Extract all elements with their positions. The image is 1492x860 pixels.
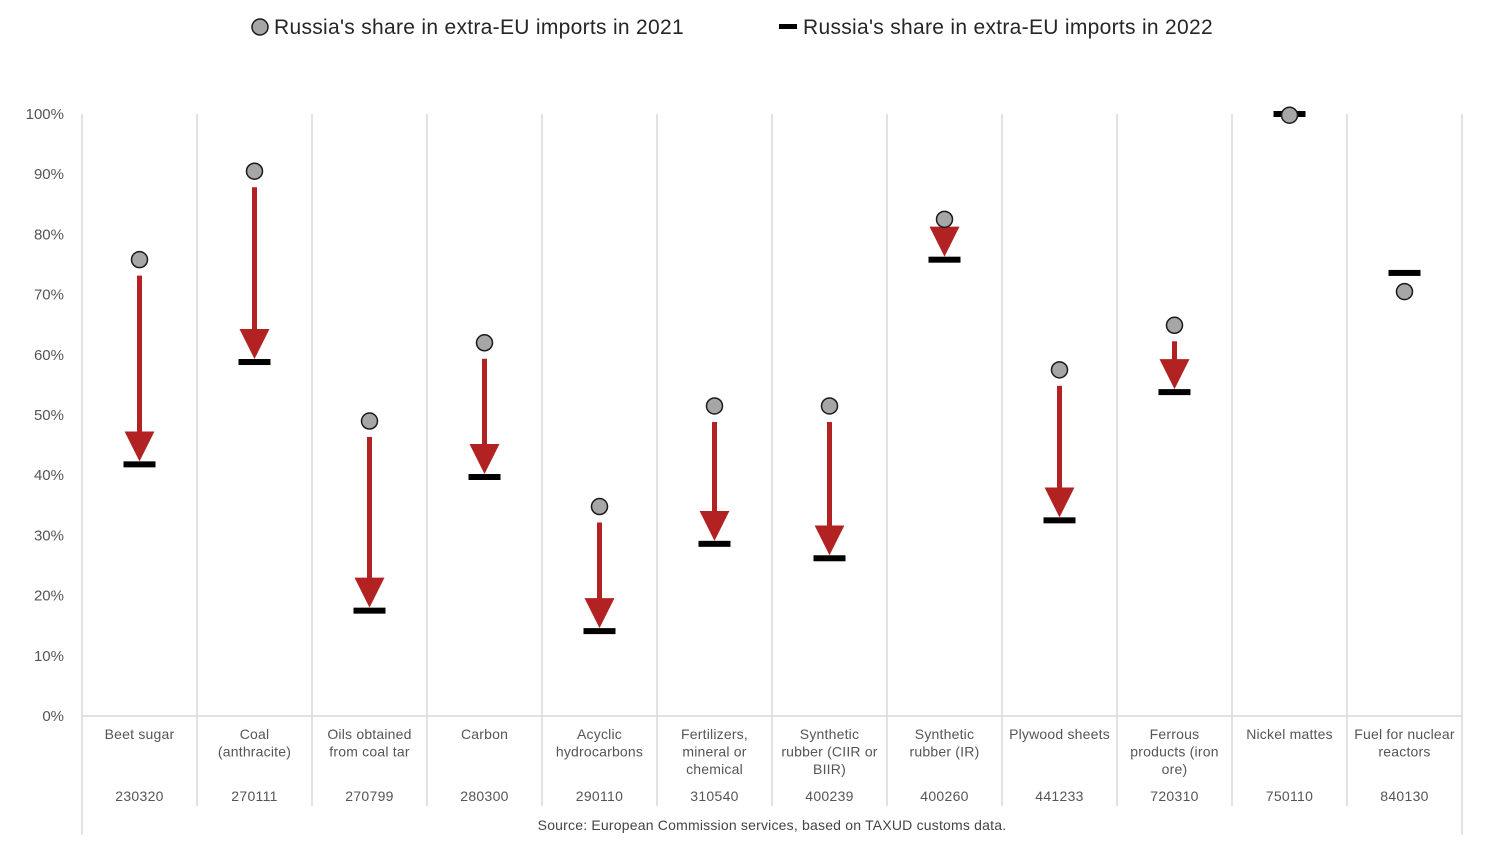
marker-2022 [928,256,961,263]
y-tick-label: 0% [42,708,64,725]
legend-label-2022: Russia's share in extra-EU imports in 20… [803,16,1213,39]
marker-2021 [360,412,379,430]
markers [123,106,1421,635]
category-label-line: Oils obtained [327,726,411,742]
marker-2022 [123,461,156,468]
marker-2021 [935,210,954,229]
category-label: Acyclic hydrocarbons [556,726,643,760]
y-tick-label: 80% [34,226,64,243]
marker-2021 [475,334,494,352]
category-label-line: Synthetic [800,726,859,742]
category-label: Synthetic rubber (IR) [910,726,980,760]
category-label: Fertilizers, mineral or chemical [681,726,748,777]
category-label-line: products (iron [1130,744,1218,760]
legend-marker-2022 [779,24,797,29]
category-label-line: Nickel mattes [1246,726,1333,742]
marker-2021 [820,397,839,415]
marker-2022 [1043,517,1076,524]
category-label-line: Fuel for nuclear [1354,726,1455,742]
category-label: Coal (anthracite) [218,726,291,760]
category-label-line: rubber (CIIR or [781,744,877,760]
marker-2022 [353,607,386,614]
x-axis-labels: Beet sugar 230320 Coal (anthracite) 270111 Oi… [105,726,1455,804]
category-label-line: chemical [686,761,743,777]
marker-2021 [1050,361,1069,379]
marker-2021 [1280,106,1299,124]
category-label-line: ore) [1162,761,1188,777]
category-label-line: rubber (IR) [910,744,980,760]
category-label: Carbon [461,726,508,742]
y-tick-label: 90% [34,166,64,183]
product-code: 310540 [690,788,739,804]
y-tick-label: 20% [34,588,64,605]
marker-2021 [245,162,264,180]
product-code: 280300 [460,788,509,804]
y-tick-label: 70% [34,287,64,304]
y-tick-label: 30% [34,527,64,544]
marker-2022 [813,555,846,562]
y-tick-label: 50% [34,407,64,424]
product-code: 290110 [576,788,623,804]
category-label-line: Fertilizers, [681,726,748,742]
marker-2021 [1395,282,1414,301]
product-code: 720310 [1150,788,1199,804]
category-label: Synthetic rubber (CIIR or BIIR) [781,726,877,777]
marker-2022 [1158,389,1191,396]
marker-2022 [468,474,501,481]
category-label-line: BIIR) [813,761,846,777]
y-tick-label: 100% [26,106,64,123]
category-label-line: Coal [240,726,270,742]
category-label: Nickel mattes [1246,726,1333,742]
decline-arrows [124,187,1190,629]
category-label: Beet sugar [105,726,175,742]
marker-2022 [238,359,271,366]
category-label-line: mineral or [682,744,746,760]
y-tick-label: 40% [34,467,64,484]
category-label-line: (anthracite) [218,744,291,760]
category-label: Fuel for nuclear reactors [1354,726,1455,760]
y-tick-label: 10% [34,648,64,665]
product-code: 270111 [231,788,277,804]
category-label: Ferrous products (iron ore) [1130,726,1218,777]
category-label-line: Synthetic [915,726,974,742]
product-code: 750110 [1266,788,1313,804]
product-code: 400260 [920,788,969,804]
category-label-line: Acyclic [577,726,622,742]
category-label-line: Ferrous [1150,726,1200,742]
marker-2022 [1388,269,1421,276]
product-code: 270799 [345,788,394,804]
product-code: 230320 [115,788,164,804]
marker-2022 [583,628,616,635]
legend-marker-2021 [251,18,269,36]
category-label-line: from coal tar [329,744,410,760]
category-label: Plywood sheets [1009,726,1110,742]
grid [81,114,1463,835]
y-axis: 0% 10% 20% 30% 40% 50% 60% 70% 80% 90% 100% [26,106,64,725]
category-label-line: Beet sugar [105,726,175,742]
legend: Russia's share in extra-EU imports in 20… [251,16,1213,39]
category-label-line: Carbon [461,726,508,742]
category-label-line: reactors [1378,744,1430,760]
category-label-line: hydrocarbons [556,744,643,760]
y-tick-label: 60% [34,347,64,364]
marker-2021 [1165,316,1184,335]
legend-label-2021: Russia's share in extra-EU imports in 20… [274,16,684,39]
marker-2021 [705,397,724,415]
product-code: 840130 [1380,788,1429,804]
marker-2022 [698,540,731,547]
marker-2021 [130,250,149,269]
product-code: 400239 [805,788,854,804]
product-code: 441233 [1035,788,1084,804]
category-label: Oils obtained from coal tar [327,726,411,760]
category-label-line: Plywood sheets [1009,726,1110,742]
source-note: Source: European Commission services, ba… [538,817,1007,833]
marker-2021 [590,497,609,516]
